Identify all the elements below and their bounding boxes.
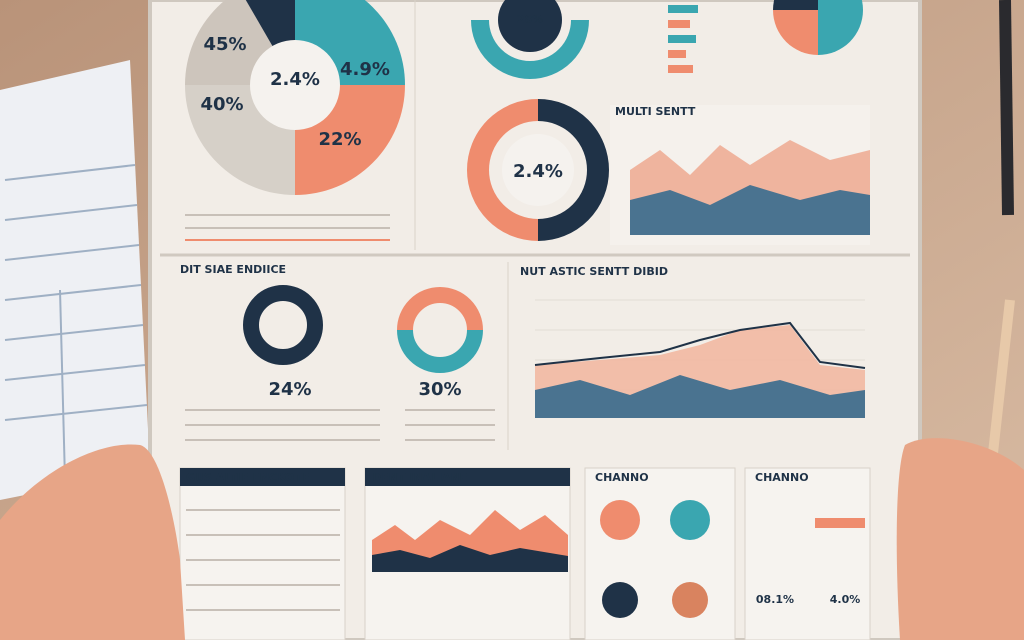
- pencil: [985, 299, 1015, 481]
- panel-title: GUS ALTIE ENCKOTE: [186, 471, 310, 484]
- pen: [999, 0, 1014, 216]
- pie-label: 4.9%: [340, 59, 390, 80]
- donut-value: 30%: [418, 379, 461, 400]
- panel-header: [180, 468, 345, 486]
- left-hand: [0, 444, 185, 640]
- area: [535, 375, 865, 418]
- section-title: DIT SIAE ENDIICE: [180, 263, 286, 276]
- donut: [397, 287, 483, 373]
- pie-label: 45%: [203, 34, 246, 55]
- panel-title: MULTI SENTT: [615, 105, 696, 118]
- donut-label: 2.4%: [513, 161, 563, 182]
- pie-label: 2.4%: [270, 69, 320, 90]
- side-sheet: [0, 60, 150, 500]
- donut-value: 24%: [268, 379, 311, 400]
- icon: [672, 582, 708, 618]
- table-lines: [186, 509, 340, 611]
- line: [534, 321, 866, 369]
- icon: [600, 500, 640, 540]
- panel: [584, 467, 736, 640]
- section-title: NUT ASTIC SENTT DIBID: [520, 265, 668, 278]
- top-donut: [467, 0, 609, 241]
- big-pie: [185, 0, 405, 195]
- panel-title: CHANNO: [755, 471, 809, 484]
- area: [372, 545, 568, 572]
- bar: [815, 518, 865, 528]
- donut: [243, 285, 323, 365]
- icon: [602, 582, 638, 618]
- stat-value: 4.0%: [830, 593, 861, 606]
- legend-lines: [185, 214, 390, 241]
- panel-title: DENT INALIANE: [372, 471, 467, 484]
- small-pie: [773, 0, 863, 55]
- donut-label: 28%: [517, 13, 543, 26]
- area: [630, 185, 870, 235]
- pie-label: 40%: [200, 94, 243, 115]
- panel-header: [365, 468, 570, 486]
- text-lines: [185, 409, 495, 441]
- bars: [668, 5, 698, 73]
- panel-title: CHANNO: [595, 471, 649, 484]
- panel: [179, 467, 346, 640]
- side-table: [4, 164, 148, 481]
- stat-value: 08.1%: [756, 593, 794, 606]
- right-hand: [896, 438, 1024, 640]
- pie-label: 22%: [318, 129, 361, 150]
- icon: [670, 500, 710, 540]
- panel: [744, 467, 871, 640]
